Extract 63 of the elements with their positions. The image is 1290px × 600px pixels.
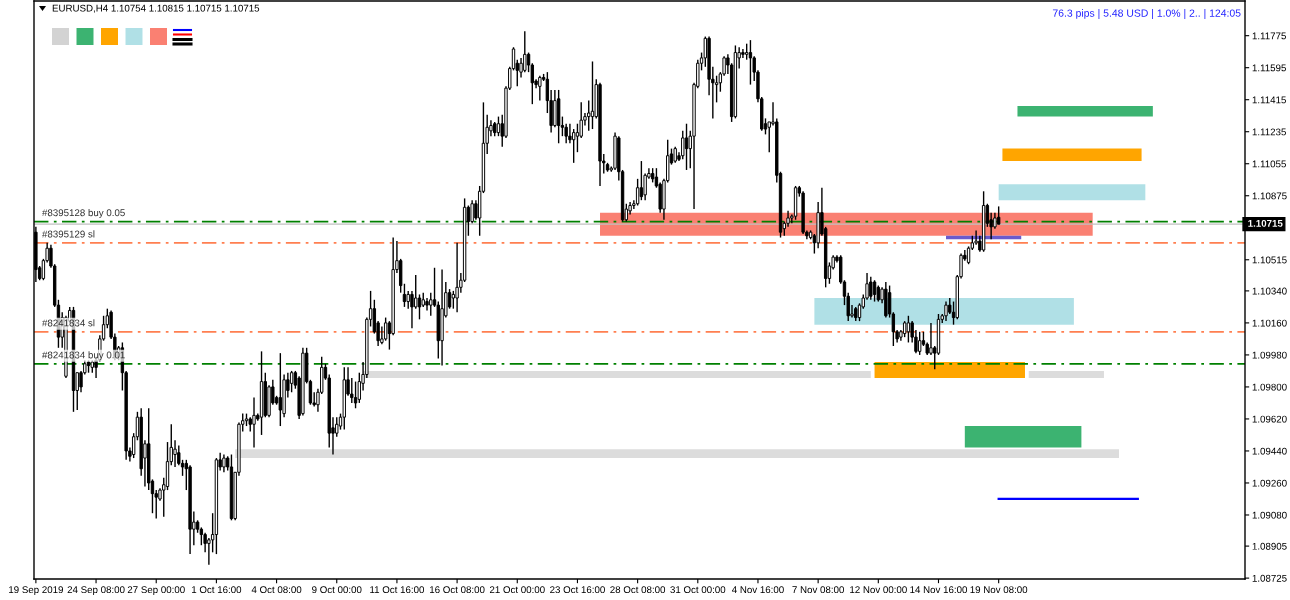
x-tick-label: 1 Oct 16:00 <box>192 586 242 594</box>
x-tick-label: 24 Sep 08:00 <box>67 586 125 596</box>
y-tick-label: 1.09800 <box>1252 383 1287 391</box>
y-tick-label: 1.09620 <box>1252 415 1287 423</box>
y-tick-label: 1.09260 <box>1252 479 1287 487</box>
candlestick <box>429 291 433 317</box>
y-tick-label: 1.11055 <box>1252 160 1286 168</box>
y-tick-label: 1.08905 <box>1252 542 1287 550</box>
x-tick-label: 7 Nov 08:00 <box>792 586 844 594</box>
y-tick-label: 1.09440 <box>1252 447 1287 455</box>
candlestick <box>571 128 576 164</box>
x-tick-label: 12 Nov 00:00 <box>850 586 907 594</box>
ref-line-label: #8241834 sl <box>42 319 95 327</box>
x-tick-label: 21 Oct 00:00 <box>489 586 545 594</box>
candlestick <box>635 178 640 207</box>
x-tick-label: 19 Sep 2019 <box>9 586 63 596</box>
candlestick <box>869 275 873 301</box>
candlestick <box>944 300 948 322</box>
ref-line-label: #8395128 buy 0.05 <box>42 208 125 219</box>
candlestick <box>414 274 418 310</box>
y-tick-label: 1.09980 <box>1252 351 1287 359</box>
y-tick-label: 1.08725 <box>1252 574 1287 582</box>
y-tick-label: 1.11595 <box>1252 64 1286 72</box>
y-tick-label: 1.10160 <box>1252 319 1287 327</box>
candlestick <box>252 396 256 449</box>
x-tick-label: 28 Oct 08:00 <box>610 586 666 594</box>
candlestick <box>639 160 644 201</box>
chart-title: EURUSD,H4 1.10754 1.10815 1.10715 1.10715 <box>52 4 260 13</box>
y-tick-label: 1.11235 <box>1252 128 1286 136</box>
ref-line-label: 1.10715 <box>1248 219 1283 227</box>
candlestick <box>741 48 745 59</box>
candlestick <box>917 331 922 356</box>
x-tick-label: 31 Oct 00:00 <box>670 586 726 594</box>
candlestick <box>587 99 591 132</box>
candlestick <box>353 380 358 409</box>
ref-line-label: #8241834 buy 0.01 <box>42 351 125 361</box>
annotation: 76.3 pips | 5.48 USD | 1.0% | 2.. | 124:05 <box>1052 9 1241 19</box>
candlestick <box>538 75 542 102</box>
y-tick-label: 1.09080 <box>1252 511 1287 519</box>
candlestick <box>568 123 572 144</box>
x-tick-label: 27 Sep 00:00 <box>127 586 185 596</box>
candlestick <box>906 315 911 344</box>
candlestick <box>173 439 177 468</box>
y-tick-label: 1.10875 <box>1252 192 1287 200</box>
x-tick-label: 9 Oct 00:00 <box>312 586 362 594</box>
ref-line-label: #8395129 sl <box>42 230 95 238</box>
candlestick <box>383 316 388 342</box>
y-tick-label: 1.11775 <box>1252 32 1286 40</box>
y-tick-label: 1.10340 <box>1252 287 1287 295</box>
y-tick-label: 1.11415 <box>1252 96 1286 104</box>
candlestick <box>684 123 689 171</box>
x-tick-label: 23 Oct 16:00 <box>550 586 605 594</box>
x-tick-label: 4 Oct 08:00 <box>251 586 302 594</box>
x-tick-label: 11 Oct 16:00 <box>370 586 425 594</box>
x-tick-label: 16 Oct 08:00 <box>430 586 485 594</box>
candlestick <box>455 242 459 313</box>
candlestick <box>523 30 527 73</box>
x-tick-label: 19 Nov 08:00 <box>970 586 1028 594</box>
x-tick-label: 4 Nov 16:00 <box>731 586 784 594</box>
candlestick <box>575 123 580 153</box>
y-tick-label: 1.10515 <box>1252 256 1287 264</box>
x-tick-label: 14 Nov 16:00 <box>910 586 968 594</box>
candlestick <box>929 322 933 356</box>
